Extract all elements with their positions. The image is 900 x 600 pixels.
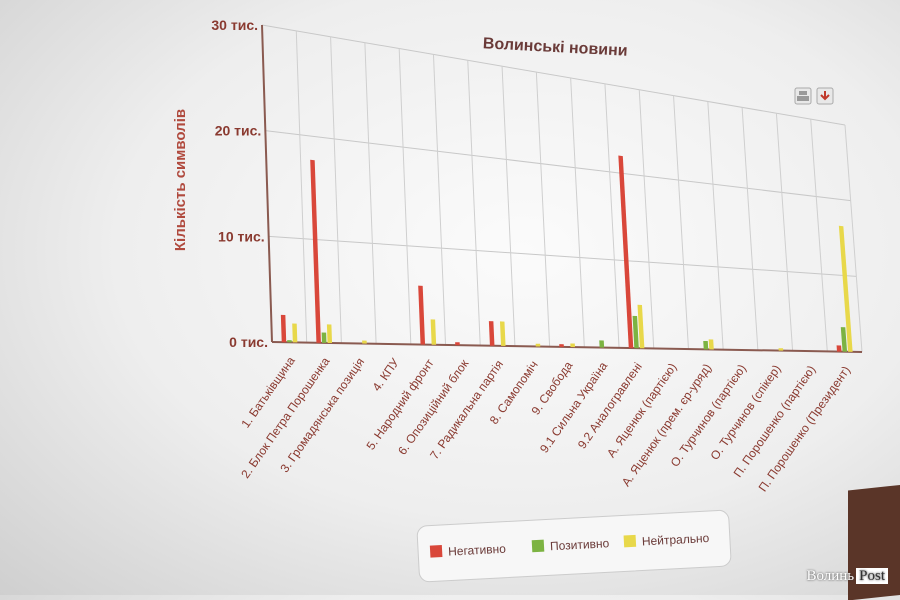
- gridline-x: [501, 66, 516, 347]
- gridline-x: [707, 101, 724, 350]
- watermark-suffix: Post: [856, 568, 888, 584]
- bar-Нейтрально: [430, 319, 437, 345]
- gridline-x: [432, 54, 447, 345]
- bar-Нейтрально: [292, 323, 298, 343]
- gridline-y: [268, 235, 857, 277]
- x-tick-label: 4. КПУ: [369, 355, 402, 393]
- legend: Негативно Позитивно Нейтрально: [416, 509, 732, 583]
- bar-Позитивно: [632, 315, 639, 349]
- bar-Негативно: [488, 321, 495, 346]
- bar-Нейтрально: [570, 343, 575, 348]
- bar-Позитивно: [599, 340, 605, 348]
- bar-Негативно: [559, 344, 564, 347]
- bar-Нейтрально: [637, 304, 645, 349]
- bar-Позитивно: [703, 340, 709, 350]
- bars: [280, 155, 853, 352]
- y-axis-label: Кількість символів: [172, 109, 189, 251]
- x-axis-line: [271, 341, 863, 353]
- gridline-x: [844, 124, 863, 353]
- y-ticks: 0 тис. 10 тис. 20 тис. 30 тис.: [211, 17, 268, 350]
- y-tick-label: 10 тис.: [218, 228, 265, 244]
- bar-Нейтрально: [326, 324, 333, 344]
- y-tick-label: 30 тис.: [211, 17, 258, 33]
- legend-box: [416, 509, 732, 583]
- legend-swatch: [429, 544, 443, 558]
- bar-Негативно: [836, 345, 842, 352]
- bar-Позитивно: [287, 340, 292, 343]
- gridline-x: [398, 48, 412, 345]
- y-tick-label: 20 тис.: [215, 123, 262, 139]
- gridlines: [261, 24, 863, 353]
- gridline-x: [638, 89, 655, 349]
- export-buttons[interactable]: [794, 87, 834, 105]
- gridline-x: [604, 83, 620, 348]
- gridline-y: [265, 130, 851, 202]
- bar-Нейтрально: [708, 339, 714, 350]
- y-axis-line: [261, 24, 273, 343]
- legend-label: Нейтрально: [642, 531, 710, 549]
- bar-Негативно: [310, 159, 321, 343]
- gridline-x: [741, 107, 759, 351]
- x-tick-label: 9.2 Аналогравлені: [575, 360, 645, 452]
- gridline-y: [261, 24, 846, 126]
- bar-Негативно: [418, 285, 426, 345]
- gridline-x: [810, 119, 828, 352]
- bar-Нейтрально: [362, 340, 367, 344]
- watermark-name: Волинь: [806, 568, 855, 584]
- print-icon-body: [797, 96, 809, 101]
- download-icon-arrow: [820, 91, 830, 101]
- gridline-x: [673, 95, 689, 350]
- legend-label: Позитивно: [550, 536, 610, 553]
- gridline-x: [467, 60, 481, 346]
- bar-Нейтрально: [778, 348, 784, 351]
- gridline-x: [535, 72, 551, 347]
- chart-title: Волинські новини: [482, 35, 628, 60]
- bar-Нейтрально: [838, 225, 853, 352]
- legend-swatch: [531, 539, 545, 553]
- gridline-x: [295, 30, 308, 343]
- bar-Позитивно: [840, 327, 848, 352]
- print-icon-paper: [799, 91, 807, 95]
- bar-Негативно: [618, 155, 634, 349]
- watermark: Волинь Post: [806, 568, 888, 585]
- bar-Нейтрально: [499, 321, 506, 346]
- legend-swatch: [623, 534, 637, 548]
- bar-Негативно: [455, 342, 460, 346]
- bar-Негативно: [280, 314, 287, 343]
- axes: [261, 24, 863, 353]
- legend-label: Негативно: [448, 542, 507, 559]
- gridline-x: [364, 42, 377, 344]
- gridline-x: [775, 113, 794, 351]
- gridline-x: [570, 77, 585, 348]
- bar-Позитивно: [321, 332, 327, 343]
- gridline-x: [330, 36, 342, 344]
- y-tick-label: 0 тис.: [229, 334, 268, 350]
- bar-Нейтрально: [535, 343, 541, 347]
